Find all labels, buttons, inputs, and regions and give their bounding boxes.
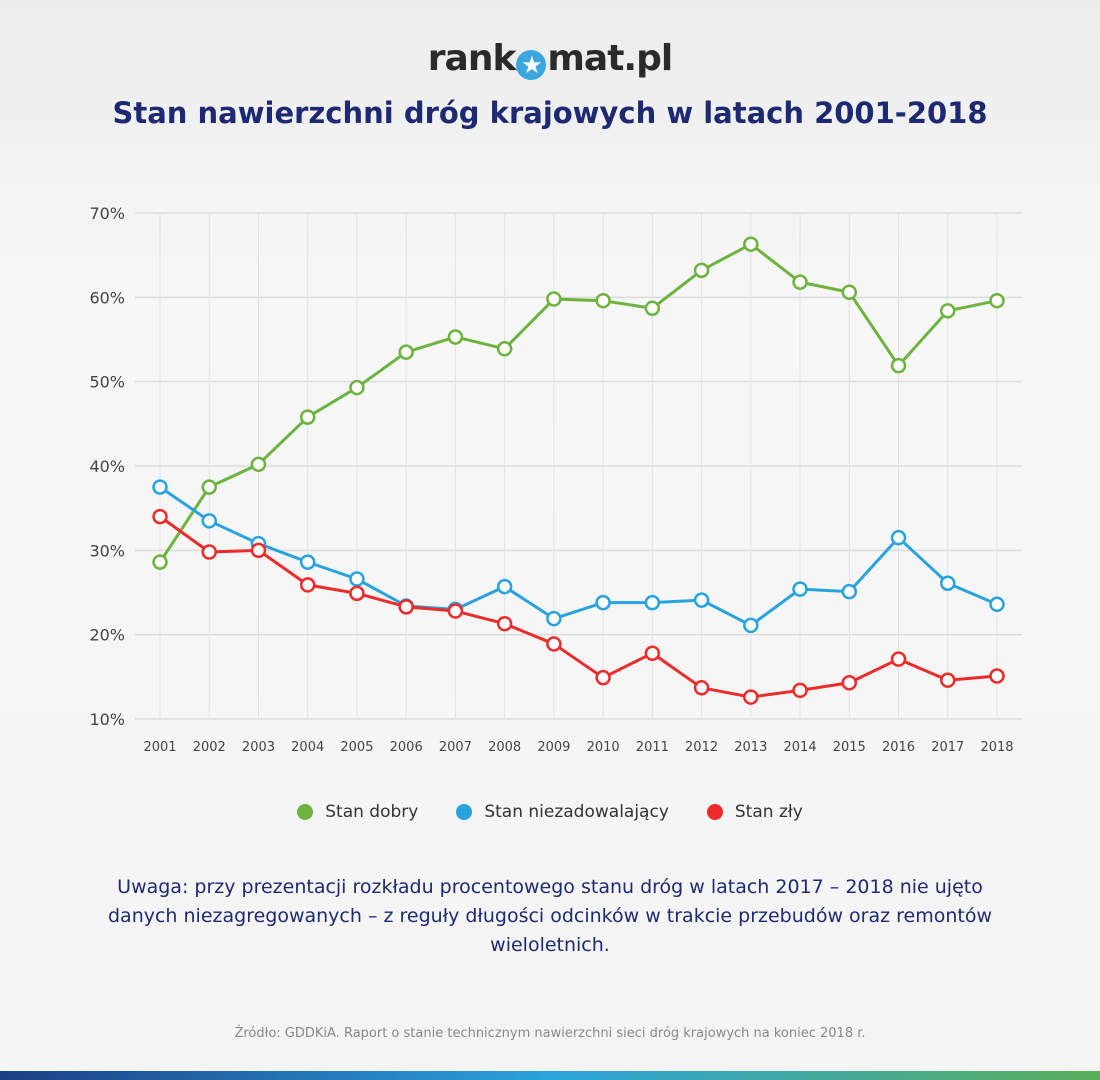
data-point [152, 554, 168, 570]
legend-label: Stan dobry [325, 802, 419, 822]
x-tick-label: 2015 [833, 740, 866, 755]
y-tick-label: 40% [89, 457, 125, 476]
legend-label: Stan zły [734, 802, 803, 822]
data-point [496, 578, 513, 595]
data-point [989, 668, 1005, 684]
data-point [644, 300, 661, 317]
data-point [546, 610, 562, 627]
data-point [841, 674, 858, 691]
y-tick-label: 50% [89, 373, 125, 392]
data-point [743, 617, 759, 634]
x-tick-label: 2018 [980, 740, 1013, 755]
data-point [398, 344, 414, 360]
data-point [595, 669, 611, 686]
data-point [595, 292, 611, 309]
logo-text-left: rank [427, 38, 517, 79]
data-point [546, 291, 562, 307]
data-point [693, 592, 710, 608]
data-point [792, 274, 808, 290]
data-point [792, 581, 808, 597]
x-tick-label: 2005 [340, 740, 373, 755]
y-tick-label: 60% [89, 288, 125, 307]
x-tick-label: 2004 [291, 740, 324, 755]
data-point [693, 262, 710, 279]
data-point [743, 236, 759, 252]
data-point [693, 680, 710, 696]
x-tick-label: 2001 [143, 740, 176, 755]
data-point [890, 651, 907, 667]
legend: Stan dobry Stan niezadowalający Stan zły [0, 802, 1100, 822]
y-tick-label: 70% [89, 204, 125, 223]
logo: rank ★ mat.pl [0, 38, 1100, 80]
legend-item: Stan dobry [297, 802, 418, 822]
data-point [201, 544, 217, 560]
x-tick-label: 2009 [537, 740, 570, 755]
data-point [299, 409, 316, 425]
data-point [299, 554, 316, 570]
data-point [447, 603, 464, 619]
data-point [989, 596, 1005, 613]
data-point [152, 508, 168, 525]
x-tick-label: 2012 [685, 740, 718, 755]
data-point [349, 379, 365, 396]
legend-item: Stan zły [706, 802, 803, 822]
data-point [349, 571, 365, 587]
legend-label: Stan niezadowalający [484, 802, 669, 822]
series-line-0 [158, 242, 998, 563]
legend-item: Stan niezadowalający [456, 802, 669, 822]
data-point [989, 292, 1005, 309]
x-tick-label: 2002 [193, 740, 226, 755]
series-line-1 [159, 485, 998, 627]
data-point [496, 341, 513, 357]
data-point [940, 575, 956, 591]
data-point [398, 599, 414, 615]
data-point [743, 689, 759, 705]
note: Uwaga: przy prezentacji rozkładu procent… [107, 876, 993, 956]
chart-title: Stan nawierzchni dróg krajowych w latach… [112, 96, 988, 130]
source: Źródło: GDDKiA. Raport o stanie technicz… [234, 1026, 866, 1041]
data-point [152, 479, 168, 495]
legend-marker [297, 804, 314, 820]
data-point [250, 456, 267, 473]
x-tick-label: 2010 [587, 740, 620, 755]
legend-marker [706, 804, 723, 820]
legend-marker [456, 804, 473, 820]
data-point [201, 513, 217, 529]
data-point [841, 583, 858, 600]
data-point [546, 636, 562, 652]
series-line-2 [159, 515, 998, 699]
x-tick-label: 2017 [931, 740, 964, 755]
data-point [940, 303, 956, 319]
data-point [940, 672, 956, 688]
star-icon: ★ [516, 50, 547, 80]
data-point [841, 284, 858, 301]
data-point [595, 594, 611, 611]
x-tick-label: 2007 [439, 740, 472, 755]
data-point [890, 529, 907, 546]
x-tick-label: 2016 [882, 740, 915, 755]
x-tick-label: 2003 [242, 740, 275, 755]
data-point [890, 357, 907, 374]
data-point [447, 329, 464, 345]
bottom-gradient-bar [0, 1071, 1100, 1080]
data-point [250, 542, 267, 559]
x-tick-label: 2006 [390, 740, 423, 755]
data-point [496, 615, 513, 632]
y-tick-label: 10% [89, 710, 125, 729]
y-tick-label: 20% [89, 626, 125, 645]
logo-text-right: mat.pl [547, 38, 673, 79]
x-tick-label: 2011 [636, 740, 669, 755]
x-tick-label: 2014 [784, 740, 817, 755]
data-point [792, 682, 808, 699]
data-point [644, 594, 661, 611]
x-tick-label: 2008 [488, 740, 521, 755]
y-tick-label: 30% [89, 541, 125, 560]
x-tick-label: 2013 [734, 740, 767, 755]
data-point [201, 479, 217, 495]
line-chart: 10% 20% 30% 40% 50% 60% 70% 2001 2002 2003 2004 200… [89, 204, 1022, 755]
data-point [299, 577, 316, 593]
data-point [644, 645, 661, 661]
data-point [349, 585, 365, 602]
